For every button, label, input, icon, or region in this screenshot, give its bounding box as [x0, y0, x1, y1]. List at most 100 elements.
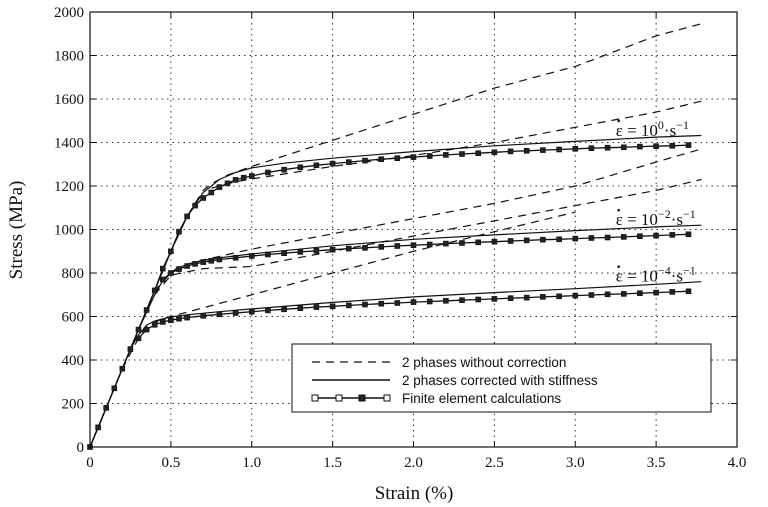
series-8-marker-17 — [224, 180, 231, 187]
x-tick-label-0: 0 — [86, 455, 94, 471]
series-9-marker-10 — [265, 251, 271, 258]
rate-label-dot-0 — [617, 119, 620, 123]
series-9-marker-34 — [653, 232, 659, 239]
x-tick-label-6: 3.0 — [566, 455, 585, 471]
series-8-marker-18 — [232, 177, 239, 183]
x-tick-label-5: 2.5 — [485, 455, 504, 471]
series-8-marker-12 — [184, 213, 190, 220]
series-9-marker-25 — [507, 238, 514, 244]
series-8-marker-19 — [240, 174, 247, 181]
series-8-marker-31 — [426, 153, 433, 159]
series-8-marker-39 — [556, 146, 562, 153]
series-8-marker-45 — [653, 143, 659, 149]
series-8-marker-8 — [151, 287, 158, 294]
legend-marker-1 — [311, 394, 319, 402]
legend-label-solid: 2 phases corrected with stiffness — [402, 373, 598, 388]
series-10-marker-35 — [653, 289, 659, 296]
series-8-marker-35 — [491, 149, 498, 156]
series-line-6 — [89, 224, 702, 448]
series-9-marker-29 — [572, 235, 579, 242]
rate-label-dot-2 — [617, 265, 620, 269]
series-9-marker-26 — [523, 237, 530, 244]
series-9-marker-9 — [249, 253, 255, 259]
series-10-marker-34 — [637, 290, 643, 297]
series-10-marker-15 — [329, 303, 336, 310]
series-8-marker-11 — [176, 228, 182, 235]
series-9-marker-28 — [556, 236, 562, 243]
series-10-marker-14 — [313, 304, 320, 310]
series-8-marker-23 — [297, 164, 304, 171]
series-10-marker-36 — [669, 289, 676, 295]
y-tick-label-0: 0 — [77, 440, 85, 456]
series-8-marker-10 — [168, 248, 174, 255]
series-9-marker-11 — [281, 250, 287, 256]
series-9-marker-22 — [459, 240, 465, 246]
series-8-marker-5 — [127, 346, 134, 352]
rate-label-2: ε = 10−4·s−1 — [616, 264, 696, 286]
series-8-marker-6 — [135, 326, 142, 333]
legend-marker-3 — [358, 394, 366, 402]
series-10-marker-2 — [151, 321, 158, 328]
x-tick-label-8: 4.0 — [728, 455, 747, 471]
series-9-marker-19 — [410, 242, 417, 248]
series-8-marker-33 — [459, 151, 465, 157]
series-10-marker-4 — [168, 317, 174, 324]
series-9-marker-14 — [329, 246, 336, 253]
series-9-marker-21 — [443, 240, 449, 247]
series-9-marker-23 — [475, 239, 482, 246]
y-tick-label-10: 2000 — [54, 5, 84, 21]
series-9-marker-17 — [378, 244, 385, 250]
series-9-marker-1 — [168, 270, 174, 276]
series-9-marker-2 — [176, 266, 182, 272]
series-line-1 — [211, 100, 702, 189]
series-9-marker-6 — [208, 257, 215, 264]
series-9-marker-0 — [160, 276, 166, 283]
series-8-marker-29 — [394, 155, 401, 161]
series-10-marker-37 — [685, 288, 692, 295]
rate-labels: ε = 100·s−1 ε = 10−2·s−1 ε = 10−4·s−1 — [616, 118, 696, 286]
series-10-marker-1 — [143, 326, 150, 333]
series-9-marker-4 — [192, 261, 198, 267]
x-tick-label-7: 3.5 — [647, 455, 666, 471]
series-9-marker-7 — [216, 256, 223, 263]
legend-label-markers: Finite element calculations — [402, 391, 561, 406]
series-8-marker-27 — [362, 157, 368, 164]
series-9-marker-31 — [604, 234, 611, 241]
series-10-marker-17 — [362, 301, 368, 308]
series-10-marker-30 — [572, 292, 579, 299]
series-8-marker-32 — [443, 152, 449, 158]
legend: 2 phases without correction 2 phases cor… — [291, 343, 712, 413]
series-9-marker-8 — [232, 255, 239, 261]
y-axis-title: Stress (MPa) — [6, 181, 27, 280]
series-8-marker-16 — [216, 184, 223, 190]
series-8-marker-40 — [572, 146, 579, 152]
series-10-marker-7 — [200, 312, 206, 319]
series-8-marker-43 — [620, 144, 627, 151]
rate-label-0: ε = 100·s−1 — [616, 118, 689, 140]
series-8-marker-2 — [103, 405, 109, 411]
series-8-marker-37 — [523, 148, 530, 154]
series-10-marker-33 — [620, 291, 627, 297]
x-tick-label-1: 0.5 — [162, 455, 181, 471]
series-10-marker-0 — [135, 335, 142, 342]
series-10-marker-19 — [394, 300, 401, 306]
series-8-marker-7 — [143, 307, 150, 313]
series-10-marker-31 — [588, 292, 595, 298]
series-10-marker-13 — [297, 305, 304, 312]
series-8-marker-24 — [313, 162, 320, 169]
y-tick-label-9: 1800 — [54, 49, 84, 65]
series-8-marker-34 — [475, 150, 482, 156]
series-8-marker-42 — [604, 144, 611, 151]
series-9-marker-5 — [200, 259, 206, 265]
series-9-marker-36 — [685, 231, 692, 238]
series-9-marker-18 — [394, 243, 401, 249]
series-8-marker-9 — [160, 265, 166, 272]
series-10-marker-12 — [281, 306, 287, 313]
series-9-marker-15 — [345, 245, 352, 252]
y-tick-label-2: 400 — [62, 353, 85, 369]
series-9-marker-32 — [620, 234, 627, 240]
x-axis-title: Strain (%) — [375, 483, 454, 504]
series-10-marker-10 — [249, 308, 255, 315]
series-9-marker-20 — [426, 241, 433, 248]
